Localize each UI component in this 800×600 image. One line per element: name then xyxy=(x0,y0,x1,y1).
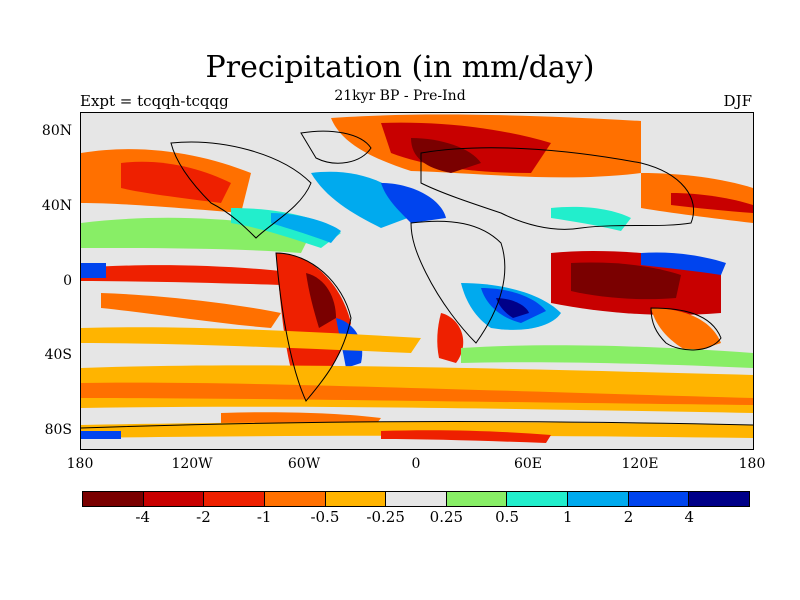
lon-label-60w: 60W xyxy=(287,456,321,472)
colorbar-label-5: 0.25 xyxy=(429,508,464,526)
lon-label-180w: 180 xyxy=(66,456,94,472)
colorbar-swatch-4 xyxy=(325,492,387,506)
colorbar-swatch-7 xyxy=(507,492,569,506)
lat-label-0: 0 xyxy=(63,273,72,289)
colorbar xyxy=(82,491,750,507)
plot-subtitle: 21kyr BP - Pre-Ind xyxy=(334,88,466,104)
colorbar-label-9: 4 xyxy=(684,508,695,526)
colorbar-swatch-10 xyxy=(689,492,750,506)
lon-label-60e: 60E xyxy=(513,456,543,472)
lon-label-120e: 120E xyxy=(621,456,659,472)
season-label: DJF xyxy=(723,92,752,110)
colorbar-label-8: 2 xyxy=(623,508,634,526)
plot-title: Precipitation (in mm/day) xyxy=(205,50,595,85)
colorbar-label-6: 0.5 xyxy=(495,508,519,526)
map-field xyxy=(81,113,753,449)
lat-label-80n: 80N xyxy=(41,123,72,139)
colorbar-swatch-3 xyxy=(264,492,326,506)
colorbar-swatch-0 xyxy=(83,492,144,506)
colorbar-swatch-8 xyxy=(568,492,629,506)
colorbar-swatch-2 xyxy=(204,492,265,506)
lon-label-180e: 180 xyxy=(738,456,766,472)
colorbar-swatch-1 xyxy=(143,492,205,506)
experiment-label: Expt = tcqqh-tcqqg xyxy=(80,92,229,110)
colorbar-label-3: -0.5 xyxy=(310,508,340,526)
colorbar-swatch-5 xyxy=(386,492,447,506)
lat-label-40s: 40S xyxy=(44,347,72,363)
precipitation-map xyxy=(80,112,754,450)
colorbar-label-0: -4 xyxy=(135,508,151,526)
colorbar-swatch-9 xyxy=(628,492,690,506)
lat-label-40n: 40N xyxy=(41,198,72,214)
colorbar-swatch-6 xyxy=(446,492,508,506)
lon-label-120w: 120W xyxy=(171,456,213,472)
colorbar-label-2: -1 xyxy=(256,508,272,526)
lat-label-80s: 80S xyxy=(44,422,72,438)
colorbar-label-4: -0.25 xyxy=(366,508,405,526)
colorbar-label-7: 1 xyxy=(563,508,573,526)
lon-label-0: 0 xyxy=(411,456,421,472)
colorbar-label-1: -2 xyxy=(196,508,211,526)
